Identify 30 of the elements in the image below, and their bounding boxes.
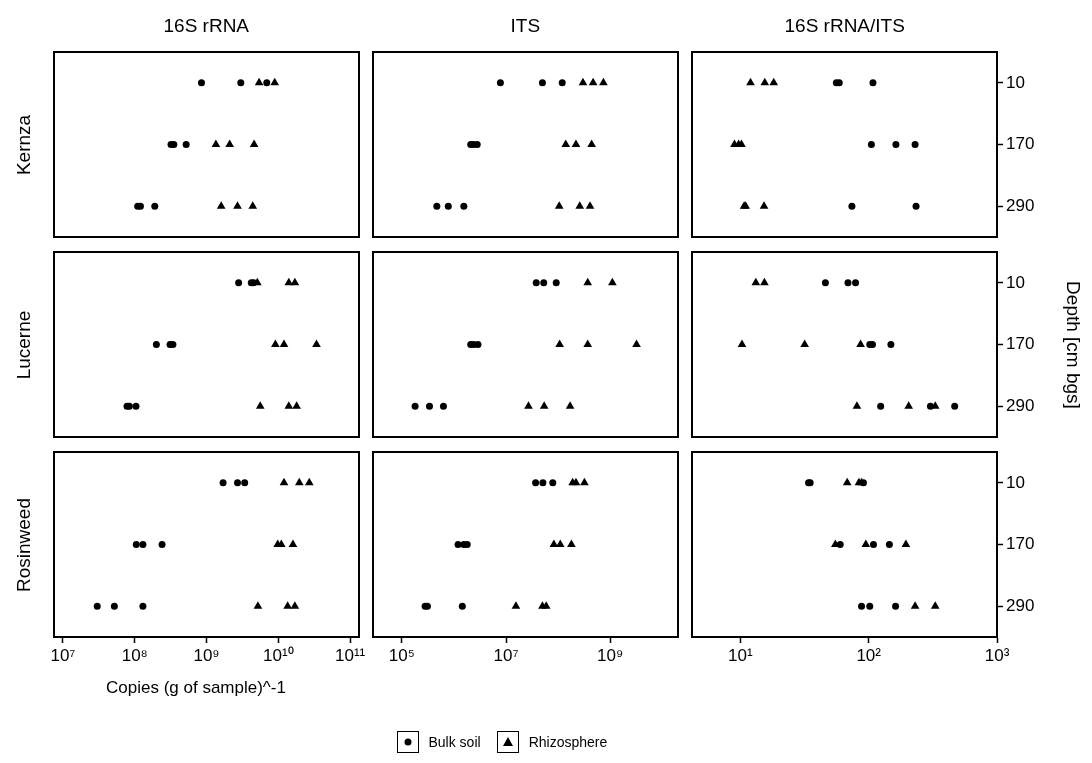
x-tick-label: 10¹⁰: [263, 645, 294, 665]
y-tick-label: 170: [1006, 334, 1035, 354]
x-tick-label: 10¹¹: [334, 645, 366, 665]
y-tick-label: 10: [1006, 72, 1025, 92]
x-axis-title: Copies (g of sample)^-1: [106, 678, 286, 698]
x-tick-label: 10⁹: [597, 645, 624, 665]
y-tick-label: 290: [1006, 395, 1035, 415]
x-tick-label: 10⁷: [50, 645, 76, 665]
text: Rosinweed: [13, 497, 35, 592]
chart-title: ITS: [510, 15, 541, 37]
legend-label: Bulk soil: [428, 734, 481, 750]
y-tick-label: 290: [1006, 195, 1035, 215]
y-axis-title: Depth [cm bgs]: [1061, 280, 1084, 409]
y-tick-label: 10: [1006, 472, 1025, 492]
text: Lucerne: [12, 310, 35, 379]
y-tick-label: 170: [1006, 534, 1035, 554]
x-tick-label: 10¹: [728, 645, 753, 665]
y-tick-label: 10: [1006, 272, 1025, 292]
legend-label: Rhizosphere: [528, 734, 608, 750]
text: Kernza: [13, 114, 36, 175]
x-tick-label: 10²: [856, 645, 882, 665]
y-tick-label: 290: [1006, 595, 1035, 615]
y-tick-label: 170: [1006, 134, 1035, 154]
x-tick-label: 10⁷: [493, 645, 519, 665]
chart-title: 16S rRNA: [163, 15, 250, 37]
x-tick-label: 10⁵: [388, 645, 415, 665]
x-tick-label: 10⁸: [121, 645, 148, 665]
x-tick-label: 10⁹: [193, 645, 220, 665]
chart-title: 16S rRNA/ITS: [784, 15, 905, 37]
x-tick-label: 10³: [984, 645, 1010, 665]
